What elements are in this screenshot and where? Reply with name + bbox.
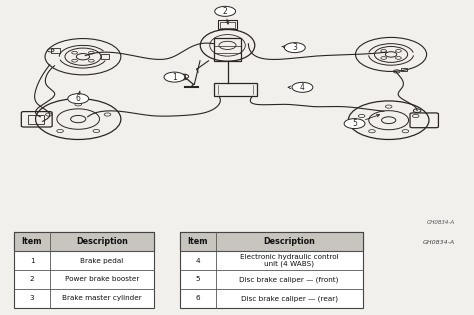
Text: 5: 5 [352, 119, 357, 128]
Circle shape [68, 94, 89, 104]
Text: 4: 4 [300, 83, 305, 92]
Text: Electronic hydraulic control
unit (4 WABS): Electronic hydraulic control unit (4 WAB… [240, 254, 338, 267]
Circle shape [292, 82, 313, 92]
Text: 1: 1 [30, 258, 34, 264]
Text: Disc brake caliper — (front): Disc brake caliper — (front) [239, 276, 339, 283]
Bar [180, 232, 363, 251]
Bar [101, 54, 109, 59]
Text: Item: Item [188, 237, 208, 246]
Text: GH0834-A: GH0834-A [427, 220, 455, 225]
Circle shape [215, 6, 236, 16]
Bar [401, 68, 407, 71]
Text: 4: 4 [196, 258, 200, 264]
Bar [14, 232, 154, 251]
Text: 1: 1 [172, 73, 177, 82]
Bar [214, 38, 241, 61]
Text: Description: Description [76, 237, 128, 246]
Text: 2: 2 [223, 7, 228, 16]
Text: 5: 5 [196, 277, 200, 283]
Text: Disc brake caliper — (rear): Disc brake caliper — (rear) [241, 295, 337, 302]
Bar [214, 83, 257, 96]
Circle shape [284, 43, 305, 53]
Text: 6: 6 [76, 94, 81, 103]
Text: 3: 3 [292, 43, 297, 52]
Text: Description: Description [263, 237, 315, 246]
Circle shape [164, 72, 185, 82]
Text: 2: 2 [30, 277, 34, 283]
Text: Brake master cylinder: Brake master cylinder [62, 295, 142, 301]
Text: 3: 3 [30, 295, 34, 301]
Text: Brake pedal: Brake pedal [80, 258, 124, 264]
Bar [218, 20, 237, 29]
Bar [51, 48, 60, 53]
Text: Power brake booster: Power brake booster [65, 277, 139, 283]
Bar [180, 232, 363, 308]
Bar [28, 115, 44, 123]
Bar [14, 232, 154, 308]
Circle shape [344, 119, 365, 129]
Text: GH0834-A: GH0834-A [423, 240, 455, 245]
Bar [220, 21, 235, 28]
Text: 6: 6 [196, 295, 200, 301]
Bar [179, 74, 185, 78]
Text: Item: Item [22, 237, 42, 246]
